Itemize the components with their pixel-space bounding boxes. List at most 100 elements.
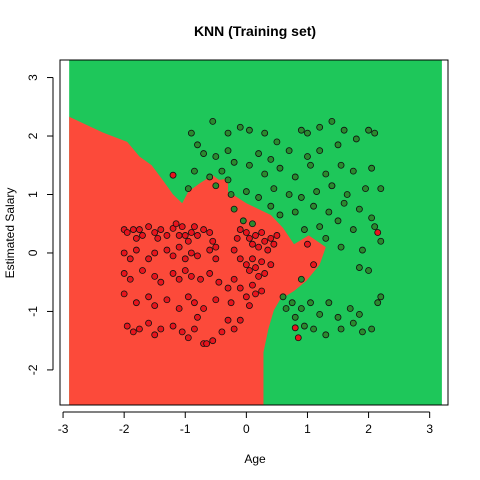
data-point-series-0	[218, 328, 226, 336]
data-point-series-1	[310, 325, 317, 333]
data-point-series-1	[340, 199, 348, 207]
data-point-series-1	[206, 173, 214, 181]
x-tick-label: 0	[243, 422, 250, 436]
data-point-series-1	[356, 205, 363, 213]
data-point-series-0	[126, 255, 134, 263]
data-point-series-1	[365, 267, 372, 274]
data-point-series-0	[203, 340, 211, 348]
data-point-series-0	[224, 284, 232, 292]
data-point-series-0	[181, 255, 189, 263]
data-point-series-0	[200, 305, 207, 312]
data-point-series-1	[359, 328, 366, 336]
data-point-series-0	[132, 246, 140, 254]
data-point-series-1	[273, 138, 281, 146]
data-point-series-0	[194, 252, 201, 260]
x-tick-label: 3	[426, 422, 433, 436]
data-point-series-0	[249, 281, 256, 289]
y-tick-label: -2	[26, 364, 40, 375]
data-point-series-0	[212, 296, 220, 304]
data-point-series-1	[322, 331, 330, 339]
data-point-series-0	[252, 232, 259, 239]
data-point-series-1	[291, 173, 299, 181]
data-point-series-1	[377, 293, 385, 301]
data-point-series-0	[191, 223, 198, 231]
data-point-series-1	[365, 126, 372, 134]
data-point-series-1	[334, 217, 342, 225]
x-tick-label: 1	[304, 422, 311, 436]
data-point-series-1	[328, 182, 336, 190]
plot-frame	[59, 59, 449, 406]
data-point-series-0	[267, 234, 275, 242]
data-point-series-0	[157, 325, 165, 333]
data-point-series-1	[337, 325, 345, 333]
data-point-series-0	[145, 255, 152, 263]
data-point-series-1	[352, 135, 360, 143]
data-point-series-0	[169, 322, 177, 330]
data-point-series-1	[184, 185, 192, 193]
data-point-series-0	[129, 226, 137, 233]
data-point-series-1	[224, 176, 232, 184]
data-point-series-1	[368, 164, 376, 172]
data-point-series-1	[304, 153, 311, 160]
data-points	[120, 117, 385, 348]
chart-title: KNN (Training set)	[194, 23, 316, 39]
data-point-series-1	[310, 202, 317, 210]
data-point-series-0	[169, 252, 177, 260]
data-point-series-0	[181, 232, 189, 239]
data-point-series-0	[212, 255, 220, 263]
data-point-series-1	[337, 243, 345, 251]
data-point-series-1	[377, 237, 385, 245]
data-point-series-0	[151, 229, 159, 236]
data-point-series-1	[349, 319, 357, 327]
data-point-series-0	[258, 258, 266, 266]
data-point-series-0	[304, 240, 311, 248]
data-point-series-0	[136, 325, 143, 333]
data-point-series-1	[255, 150, 262, 157]
data-point-series-1	[374, 299, 382, 307]
data-point-series-1	[349, 226, 357, 233]
data-point-series-1	[334, 141, 342, 149]
data-point-series-0	[255, 272, 262, 280]
data-point-series-0	[242, 261, 250, 269]
data-point-series-1	[359, 246, 366, 254]
data-point-series-0	[212, 243, 220, 251]
y-tick-label: 0	[26, 249, 40, 256]
x-tick-label: -2	[119, 422, 130, 436]
data-point-series-1	[316, 147, 324, 155]
data-point-series-1	[242, 188, 250, 195]
data-point-series-0	[261, 237, 269, 245]
data-point-series-0	[139, 232, 146, 239]
data-point-series-1	[325, 208, 333, 216]
data-point-series-1	[328, 117, 336, 125]
data-point-series-0	[264, 246, 272, 254]
data-point-series-1	[304, 129, 311, 137]
data-point-series-1	[218, 167, 226, 175]
x-tick-label: 2	[365, 422, 372, 436]
y-tick-label: 1	[26, 191, 40, 198]
data-point-series-1	[279, 293, 287, 301]
data-point-series-1	[368, 214, 376, 222]
data-point-series-0	[145, 293, 152, 301]
data-point-series-0	[258, 287, 266, 295]
data-point-series-0	[206, 246, 214, 254]
data-point-series-0	[184, 293, 192, 301]
data-point-series-0	[123, 229, 131, 236]
data-point-series-0	[169, 225, 177, 232]
data-point-series-1	[371, 129, 379, 137]
data-point-series-0	[236, 255, 244, 263]
data-point-series-1	[224, 147, 232, 155]
y-tick-label: -1	[26, 306, 40, 317]
data-point-series-1	[230, 205, 238, 213]
data-point-series-0	[246, 267, 253, 274]
data-point-series-0	[209, 337, 217, 345]
y-axis: -2 -1 0 1 2 3	[26, 74, 54, 375]
data-point-series-0	[227, 299, 235, 307]
data-point-series-1	[267, 156, 275, 163]
data-point-series-0	[136, 226, 143, 233]
data-point-series-0	[246, 234, 253, 242]
data-point-series-0	[209, 237, 217, 245]
data-point-series-0	[258, 229, 266, 236]
data-point-series-0	[230, 275, 238, 283]
data-point-series-0	[236, 316, 244, 324]
x-tick-label: -1	[180, 422, 191, 436]
